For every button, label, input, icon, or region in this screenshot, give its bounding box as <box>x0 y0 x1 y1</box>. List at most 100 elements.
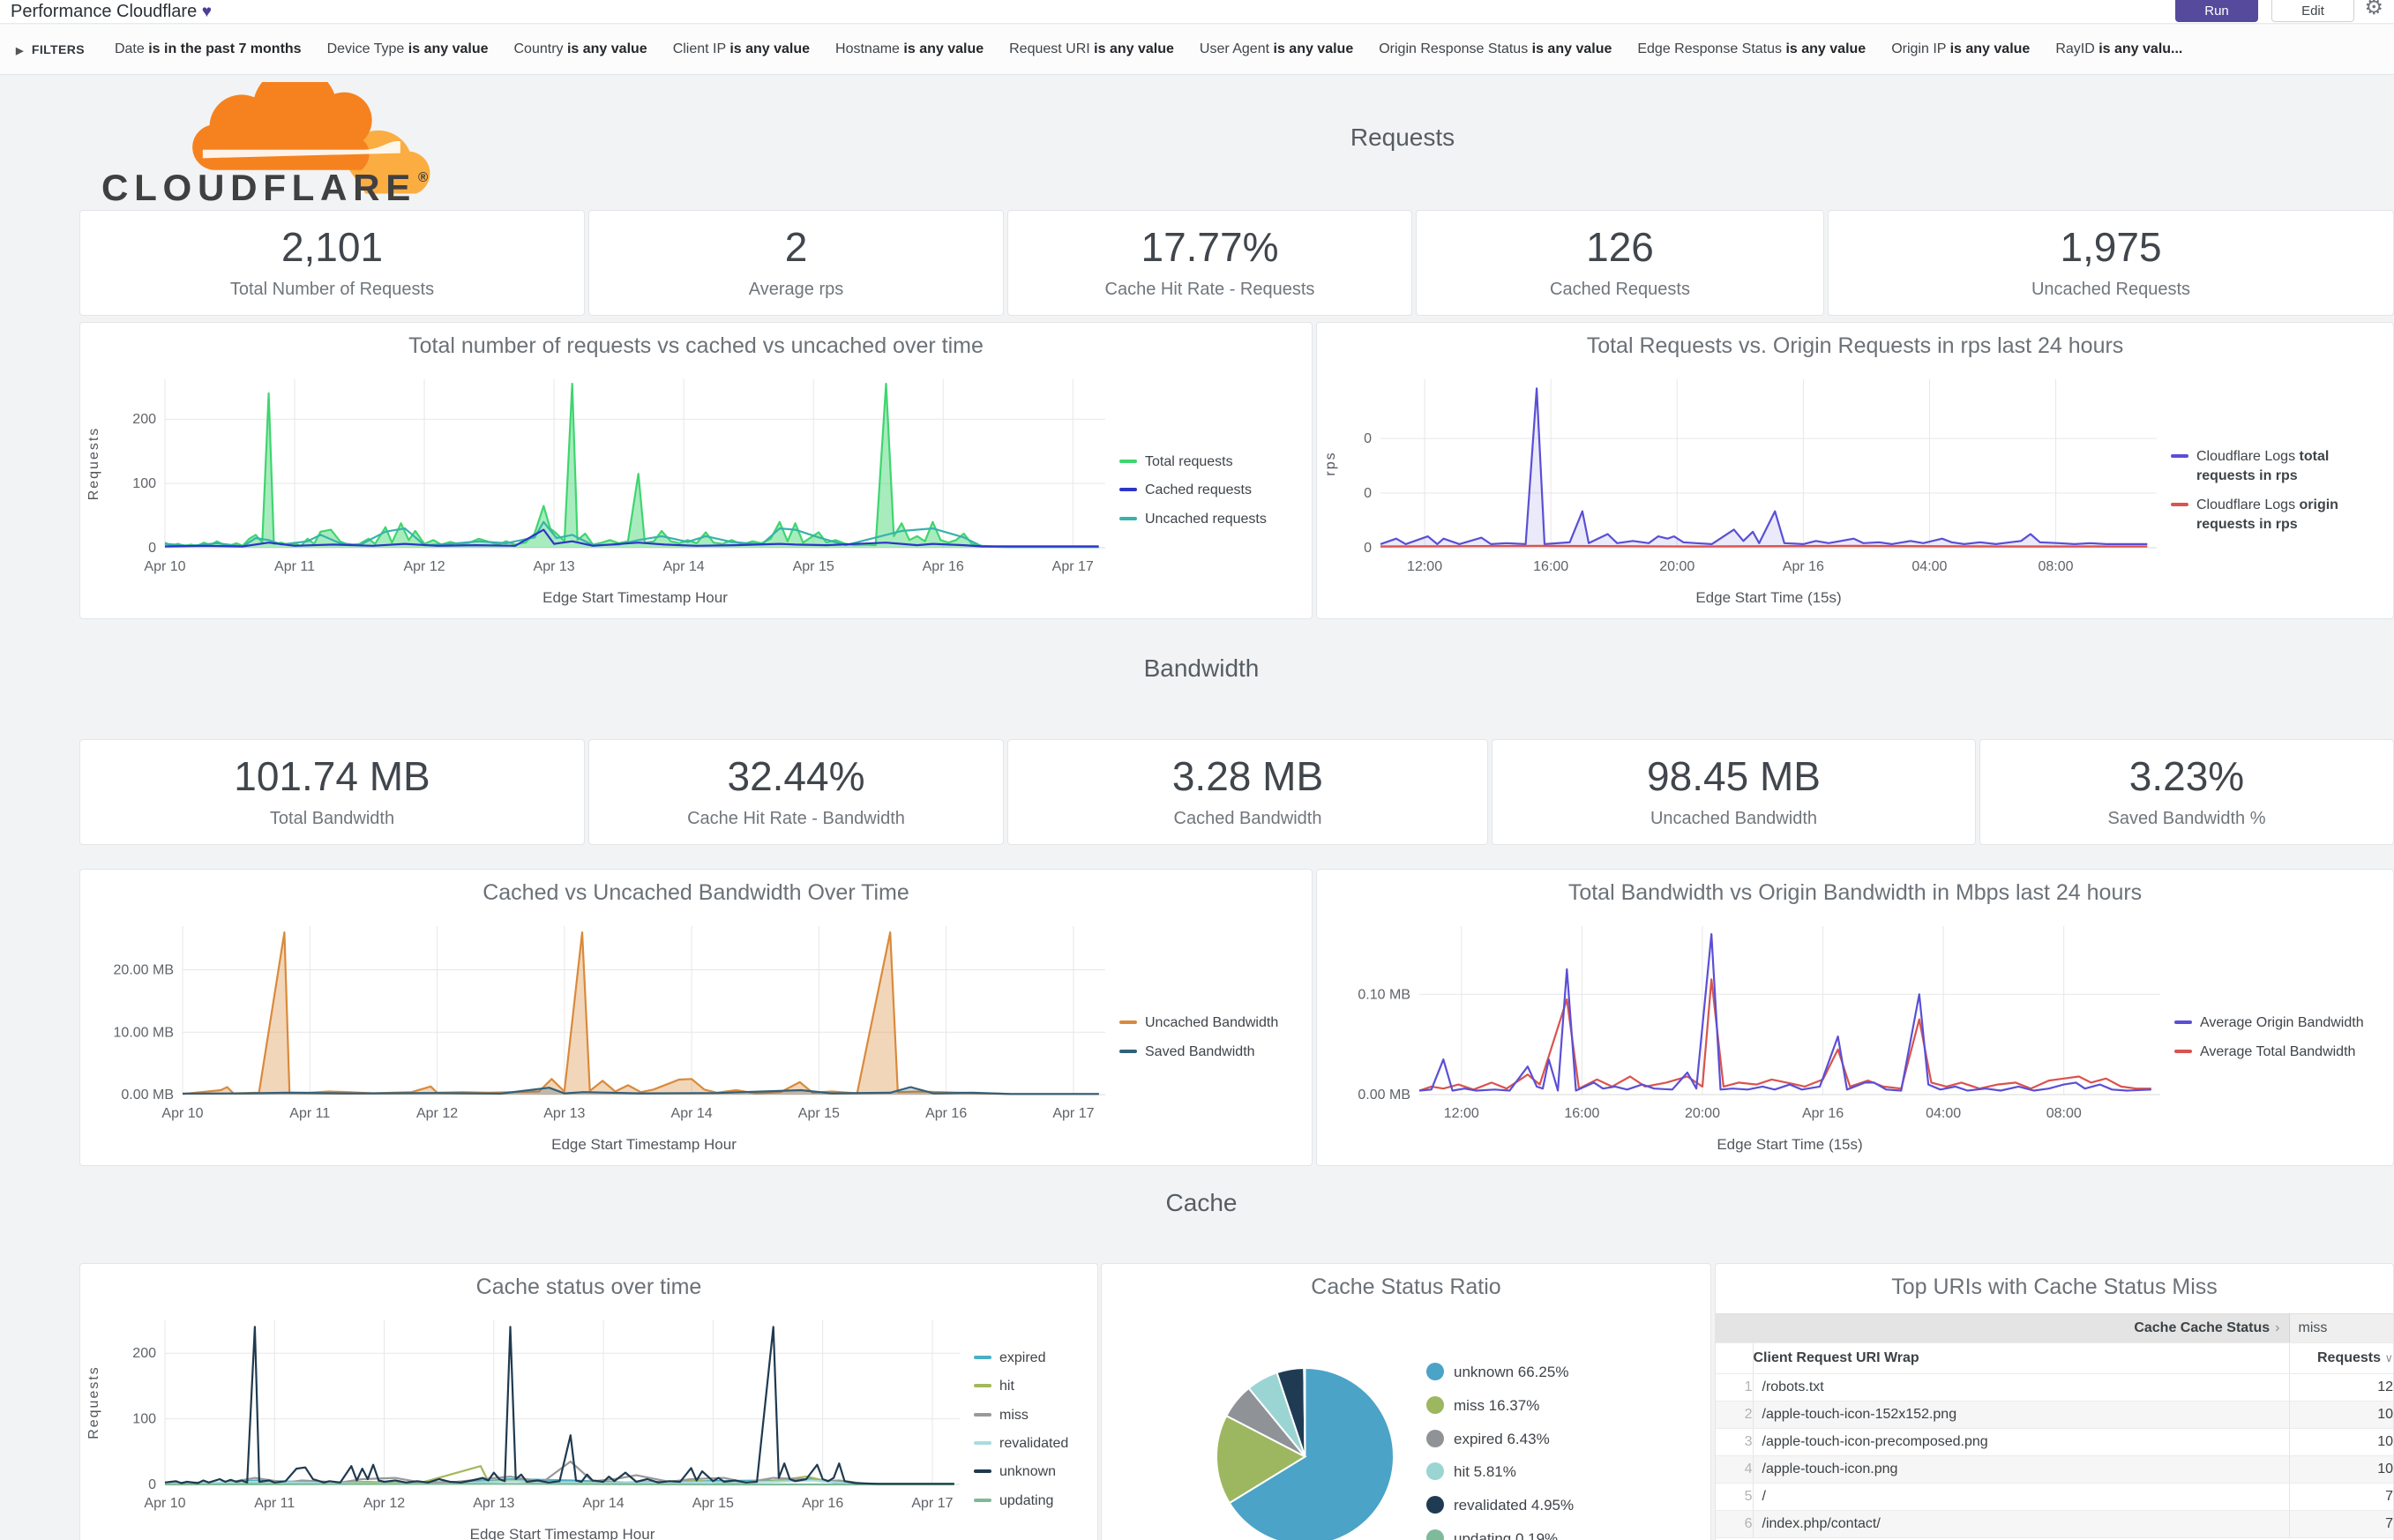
legend-item[interactable]: Cloudflare Logs origin requests in rps <box>2171 496 2384 535</box>
cloudflare-cloud-slash <box>202 140 400 159</box>
kpi-label: Uncached Requests <box>2031 280 2191 299</box>
svg-text:Apr 13: Apr 13 <box>534 559 575 574</box>
legend-item[interactable]: unknown <box>974 1462 1089 1482</box>
chart-title: Cache Status Ratio <box>1311 1275 1501 1299</box>
legend-item[interactable]: updating <box>974 1491 1089 1511</box>
legend-item[interactable]: Average Origin Bandwidth <box>2174 1013 2384 1033</box>
filter-item[interactable]: Origin IP is any value <box>1891 41 2031 56</box>
legend-item[interactable]: Average Total Bandwidth <box>2174 1043 2384 1062</box>
row-number-header <box>1716 1342 1754 1374</box>
filters-toggle[interactable]: ▶ FILTERS <box>16 42 85 56</box>
legend-item[interactable]: unknown 66.25% <box>1426 1362 1574 1383</box>
page-title-text: Performance Cloudflare <box>11 2 198 21</box>
pivot-header-cell[interactable]: Cache Cache Status › <box>1716 1313 2290 1343</box>
filter-item[interactable]: RayID is any valu... <box>2055 41 2183 56</box>
edit-button[interactable]: Edit <box>2271 0 2354 22</box>
chart-canvas-cache-status-over-time[interactable]: Apr 10 Apr 11 Apr 12 Apr 13 Apr 14 Apr 15 Apr … <box>80 1308 974 1540</box>
pie-legend: unknown 66.25% miss 16.37% expired 6.43% hi… <box>1426 1356 1582 1540</box>
filter-item[interactable]: Device Type is any value <box>326 41 489 56</box>
svg-text:rps: rps <box>1323 451 1338 475</box>
legend-item[interactable]: hit <box>974 1377 1089 1396</box>
table-row[interactable]: 4/apple-touch-icon.png 10 <box>1716 1455 2393 1484</box>
legend-item[interactable]: Saved Bandwidth <box>1119 1043 1303 1062</box>
requests-column-header[interactable]: Requests ∨ <box>2289 1342 2393 1374</box>
legend-item[interactable]: hit 5.81% <box>1426 1462 1574 1483</box>
table-row[interactable]: 6/index.php/contact/7 <box>1716 1510 2393 1538</box>
svg-text:16:00: 16:00 <box>1564 1106 1599 1121</box>
legend-swatch <box>1426 1395 1444 1414</box>
legend-item[interactable]: Uncached requests <box>1119 510 1303 529</box>
svg-text:04:00: 04:00 <box>1926 1106 1961 1121</box>
filter-item[interactable]: Date is in the past 7 months <box>114 41 302 56</box>
uri-column-header[interactable]: Client Request URI Wrap <box>1753 1342 2290 1374</box>
kpi-label: Average rps <box>748 280 844 299</box>
filter-item[interactable]: Client IP is any value <box>672 41 811 56</box>
section-title-bandwidth: Bandwidth <box>1143 654 1260 682</box>
filter-item[interactable]: Request URI is any value <box>1009 41 1174 56</box>
legend-item[interactable]: revalidated 4.95% <box>1426 1495 1574 1516</box>
legend-swatch <box>1426 1429 1444 1447</box>
table-title: Top URIs with Cache Status Miss <box>1891 1275 2218 1299</box>
kpi-tile-cache-hit-rate-bandwidth: 32.44% Cache Hit Rate - Bandwidth <box>588 739 1004 845</box>
gear-icon[interactable]: ⚙ <box>2364 0 2383 19</box>
svg-text:Apr 17: Apr 17 <box>911 1496 953 1511</box>
table-tile-top-uris-cache-miss: Top URIs with Cache Status Miss Cache Ca… <box>1715 1263 2394 1540</box>
legend-item[interactable]: updating 0.19% <box>1426 1529 1574 1540</box>
svg-text:12:00: 12:00 <box>1444 1106 1479 1121</box>
legend-item[interactable]: miss <box>974 1406 1089 1425</box>
legend-swatch <box>1119 488 1137 492</box>
pivot-value-cell: miss <box>2289 1313 2393 1343</box>
kpi-tile-uncached-bandwidth: 98.45 MB Uncached Bandwidth <box>1492 739 1976 845</box>
legend-swatch <box>1426 1363 1444 1380</box>
chart-tile-cache-status-over-time: Cache status over time Apr 10 Apr 11 Apr 1… <box>79 1263 1098 1540</box>
legend-swatch <box>2174 1049 2192 1053</box>
svg-text:08:00: 08:00 <box>2039 559 2074 574</box>
legend-item[interactable]: Cloudflare Logs total requests in rps <box>2171 447 2384 487</box>
svg-text:0: 0 <box>148 1477 156 1492</box>
filter-item[interactable]: User Agent is any value <box>1199 41 1354 56</box>
kpi-value: 3.23% <box>2128 753 2245 799</box>
svg-text:Apr 12: Apr 12 <box>403 559 445 574</box>
kpi-label: Cache Hit Rate - Bandwidth <box>687 809 905 828</box>
kpi-label: Total Bandwidth <box>269 809 395 828</box>
svg-text:200: 200 <box>132 1346 156 1361</box>
legend-item[interactable]: expired 6.43% <box>1426 1429 1574 1450</box>
page-title: Performance Cloudflare ♥ <box>11 0 212 24</box>
filter-item[interactable]: Edge Response Status is any value <box>1637 41 1867 56</box>
chart-canvas-bandwidth-last-24h[interactable]: 12:00 16:00 20:00 Apr 16 04:00 08:00 0.00 MB 0.… <box>1317 914 2174 1162</box>
kpi-value: 126 <box>1586 224 1654 270</box>
svg-text:Apr 12: Apr 12 <box>363 1496 405 1511</box>
table-row[interactable]: 3/apple-touch-icon-precomposed.png 10 <box>1716 1428 2393 1456</box>
filter-item[interactable]: Hostname is any value <box>835 41 984 56</box>
table-row[interactable]: 1/robots.txt 12 <box>1716 1373 2393 1402</box>
chart-canvas-requests-over-time[interactable]: Apr 10 Apr 11 Apr 12 Apr 13 Apr 14 Apr 15 Apr … <box>80 367 1119 615</box>
legend-item[interactable]: Total requests <box>1119 452 1303 472</box>
chart-legend: Total requests Cached requests Uncached re… <box>1119 367 1312 615</box>
filter-items: Date is in the past 7 months Device Type … <box>115 41 2208 57</box>
legend-swatch <box>974 1412 991 1417</box>
svg-text:Edge Start Time (15s): Edge Start Time (15s) <box>1695 589 1841 606</box>
svg-text:200: 200 <box>132 412 156 427</box>
legend-item[interactable]: expired <box>974 1349 1089 1368</box>
svg-text:10.00 MB: 10.00 MB <box>114 1025 174 1040</box>
table-row[interactable]: 2/apple-touch-icon-152x152.png 10 <box>1716 1401 2393 1429</box>
legend-item[interactable]: revalidated <box>974 1434 1089 1454</box>
kpi-label: Total Number of Requests <box>229 280 435 299</box>
legend-item[interactable]: Cached requests <box>1119 481 1303 500</box>
filter-item[interactable]: Country is any value <box>513 41 647 56</box>
svg-text:20:00: 20:00 <box>1685 1106 1720 1121</box>
chart-canvas-bandwidth-over-time[interactable]: Apr 10 Apr 11 Apr 12 Apr 13 Apr 14 Apr 15 Apr … <box>80 914 1119 1162</box>
svg-text:0: 0 <box>1364 541 1372 556</box>
legend-item[interactable]: Uncached Bandwidth <box>1119 1013 1303 1033</box>
run-button[interactable]: Run <box>2175 0 2258 22</box>
filter-item[interactable]: Origin Response Status is any value <box>1379 41 1612 56</box>
pie-chart-cache-status-ratio[interactable] <box>1215 1366 1395 1540</box>
table-row[interactable]: 5/7 <box>1716 1483 2393 1511</box>
svg-text:12:00: 12:00 <box>1407 559 1442 574</box>
sort-desc-icon: ∨ <box>2384 1351 2393 1364</box>
legend-item[interactable]: miss 16.37% <box>1426 1395 1574 1417</box>
chart-canvas-rps-last-24h[interactable]: 12:00 16:00 20:00 Apr 16 04:00 08:00 0 0 0 Edge S… <box>1317 367 2171 615</box>
chart-title: Total number of requests vs cached vs un… <box>408 333 984 358</box>
legend-swatch <box>974 1498 991 1502</box>
svg-text:08:00: 08:00 <box>2046 1106 2082 1121</box>
